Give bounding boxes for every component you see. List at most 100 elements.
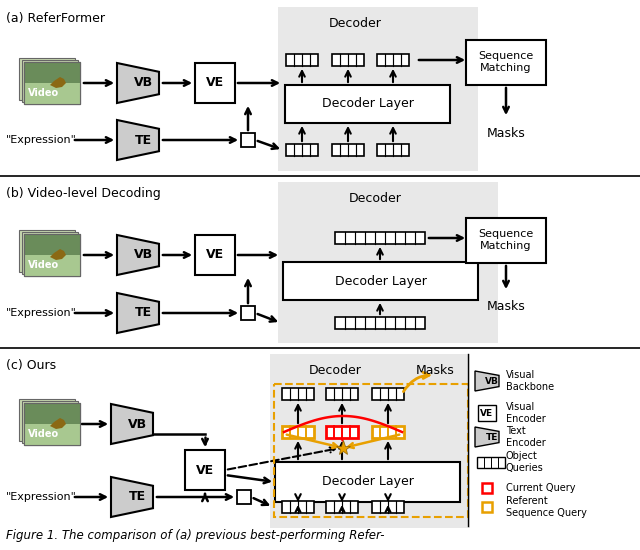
Text: Sequence
Matching: Sequence Matching — [478, 51, 534, 73]
Text: (c) Ours: (c) Ours — [6, 359, 56, 372]
Bar — [19, 230, 75, 272]
Bar — [22, 401, 77, 443]
Bar — [278, 7, 478, 171]
Bar — [282, 388, 314, 400]
Bar — [24, 62, 80, 85]
Bar — [274, 384, 468, 517]
Bar — [372, 388, 404, 400]
Text: Masks: Masks — [486, 127, 525, 140]
Text: VE: VE — [481, 409, 493, 417]
Bar — [335, 317, 425, 329]
Bar — [282, 501, 314, 513]
Bar — [372, 501, 404, 513]
Bar — [24, 234, 80, 257]
Bar — [195, 235, 235, 275]
Text: VE: VE — [206, 249, 224, 261]
Bar — [24, 62, 80, 104]
Text: Decoder Layer: Decoder Layer — [321, 476, 413, 488]
Bar — [275, 462, 460, 502]
Bar — [482, 502, 492, 512]
Text: VE: VE — [196, 464, 214, 476]
Polygon shape — [117, 293, 159, 333]
Text: Masks: Masks — [486, 300, 525, 313]
Text: Referent
Sequence Query: Referent Sequence Query — [506, 496, 587, 518]
Text: Video: Video — [28, 429, 59, 439]
Text: Text
Encoder: Text Encoder — [506, 426, 546, 448]
Bar — [24, 62, 80, 104]
Text: (a) ReferFormer: (a) ReferFormer — [6, 12, 105, 25]
Polygon shape — [475, 371, 499, 391]
Bar — [24, 255, 80, 276]
Bar — [24, 234, 80, 276]
Bar — [326, 388, 358, 400]
Text: Video: Video — [28, 260, 59, 270]
Bar — [326, 426, 358, 438]
Bar — [466, 218, 546, 263]
Bar — [24, 234, 80, 276]
Text: Decoder Layer: Decoder Layer — [335, 274, 426, 288]
Text: VB: VB — [485, 377, 499, 386]
Bar — [285, 85, 450, 123]
Bar — [466, 40, 546, 85]
Text: TE: TE — [129, 491, 145, 503]
Text: TE: TE — [134, 306, 152, 320]
Polygon shape — [475, 427, 499, 447]
Bar — [19, 399, 75, 441]
Bar — [241, 133, 255, 147]
Polygon shape — [50, 418, 66, 429]
Bar — [24, 403, 80, 445]
Polygon shape — [111, 404, 153, 444]
Text: Sequence
Matching: Sequence Matching — [478, 229, 534, 251]
Bar — [286, 144, 318, 156]
Text: Decoder Layer: Decoder Layer — [321, 97, 413, 111]
Bar — [278, 182, 498, 343]
Text: (b) Video-level Decoding: (b) Video-level Decoding — [6, 187, 161, 200]
Text: Decoder: Decoder — [349, 192, 401, 205]
Polygon shape — [117, 235, 159, 275]
Text: Figure 1. The comparison of (a) previous best-performing Refer-: Figure 1. The comparison of (a) previous… — [6, 529, 385, 542]
Text: Object
Queries: Object Queries — [506, 451, 544, 473]
Bar — [478, 405, 496, 421]
Bar — [237, 490, 251, 504]
Bar — [24, 403, 80, 445]
Text: Visual
Backbone: Visual Backbone — [506, 370, 554, 392]
Bar — [24, 234, 80, 276]
Text: Decoder: Decoder — [308, 364, 362, 377]
Polygon shape — [111, 477, 153, 517]
Bar — [24, 403, 80, 426]
Text: Decoder: Decoder — [328, 17, 381, 30]
Bar — [335, 232, 425, 244]
Bar — [19, 58, 75, 100]
Text: "Expression": "Expression" — [6, 308, 77, 318]
Text: VB: VB — [127, 417, 147, 431]
Bar — [24, 424, 80, 445]
Bar — [283, 262, 478, 300]
Bar — [24, 83, 80, 104]
Text: Masks: Masks — [415, 364, 454, 377]
Polygon shape — [117, 120, 159, 160]
Bar — [482, 483, 492, 493]
Polygon shape — [50, 77, 66, 88]
Text: TE: TE — [486, 432, 498, 442]
Bar — [332, 144, 364, 156]
Polygon shape — [117, 63, 159, 103]
Text: "Expression": "Expression" — [6, 135, 77, 145]
Bar — [282, 426, 314, 438]
Bar — [270, 354, 470, 528]
Bar — [24, 403, 80, 445]
Text: VB: VB — [133, 249, 152, 261]
Text: Visual
Encoder: Visual Encoder — [506, 402, 546, 424]
Bar — [185, 450, 225, 490]
Bar — [377, 144, 409, 156]
Bar — [241, 306, 255, 320]
Bar — [24, 62, 80, 104]
Text: VB: VB — [133, 76, 152, 90]
Text: TE: TE — [134, 134, 152, 146]
Polygon shape — [50, 249, 66, 260]
Bar — [372, 426, 404, 438]
Text: VE: VE — [206, 76, 224, 90]
Bar — [195, 63, 235, 103]
Bar — [286, 54, 318, 66]
Text: Video: Video — [28, 88, 59, 98]
Bar — [22, 232, 77, 274]
